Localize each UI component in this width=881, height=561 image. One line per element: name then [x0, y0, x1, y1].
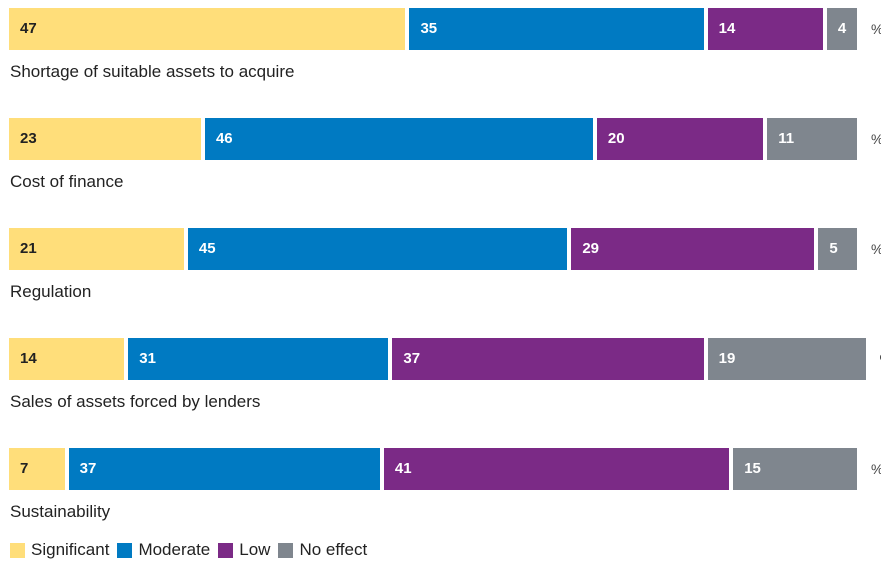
bar-segment-significant: 21	[9, 228, 184, 270]
legend-item-significant: Significant	[10, 540, 109, 560]
data-label: 31	[139, 350, 156, 367]
data-label: 20	[607, 130, 625, 147]
bar-segment-low: 41	[383, 448, 730, 490]
bar-segment-no-effect: 19	[707, 338, 866, 380]
data-label: 4	[837, 20, 847, 37]
data-label: 37	[79, 460, 97, 477]
data-label: 14	[20, 350, 37, 367]
category-label: Shortage of suitable assets to acquire	[10, 62, 295, 81]
bar-segment-low: 14	[707, 8, 823, 50]
chart-legend: Significant Moderate Low No effect	[10, 540, 375, 560]
legend-swatch	[218, 542, 234, 558]
data-label: 14	[718, 20, 736, 37]
data-label: 15	[744, 460, 761, 477]
data-label: 19	[718, 350, 736, 367]
stacked-bar-chart: 47 35 14 4% Shortage of suitable assets to a…	[9, 8, 881, 521]
bar-segment-moderate: 31	[128, 338, 389, 380]
bar-segment-low: 20	[596, 118, 764, 160]
unit-label: %	[871, 448, 881, 490]
legend-swatch	[278, 542, 294, 558]
bar-segment-no-effect: 11	[767, 118, 857, 160]
data-label: 45	[198, 240, 216, 257]
legend-swatch	[117, 542, 133, 558]
data-label: 7	[20, 460, 29, 477]
data-label: 35	[420, 20, 438, 37]
legend-item-low: Low	[218, 540, 270, 560]
bar-segment-low: 29	[571, 228, 815, 270]
data-label: 37	[403, 350, 421, 367]
unit-label: %	[880, 338, 881, 380]
legend-item-no-effect: No effect	[278, 540, 367, 560]
bar-segment-moderate: 45	[187, 228, 568, 270]
data-label: 46	[215, 130, 233, 147]
data-label: 11	[778, 130, 795, 147]
legend-label: Moderate	[138, 540, 211, 559]
data-label: 47	[20, 20, 37, 37]
category-label: Cost of finance	[10, 172, 124, 191]
bar-segment-moderate: 37	[68, 448, 380, 490]
bar-segment-significant: 14	[9, 338, 125, 380]
category-label: Sales of assets forced by lenders	[10, 392, 261, 411]
bar-segment-moderate: 35	[409, 8, 704, 50]
data-label: 23	[20, 130, 37, 147]
data-label: 41	[394, 460, 412, 477]
data-label: 21	[20, 240, 37, 257]
unit-label: %	[871, 8, 881, 50]
legend-label: Significant	[31, 540, 110, 559]
unit-label: %	[871, 228, 881, 270]
data-label: 29	[582, 240, 599, 257]
bar-segment-moderate: 46	[204, 118, 593, 160]
bar-segment-significant: 23	[9, 118, 201, 160]
legend-swatch	[10, 542, 25, 558]
category-label: Regulation	[10, 282, 92, 301]
legend-label: No effect	[299, 540, 368, 559]
category-label: Sustainability	[10, 502, 111, 521]
legend-item-moderate: Moderate	[117, 540, 210, 560]
bar-segment-significant: 47	[9, 8, 406, 50]
bar-segment-no-effect: 4	[826, 8, 857, 50]
bar-segment-significant: 7	[9, 448, 65, 490]
bar-segment-no-effect: 15	[733, 448, 857, 490]
unit-label: %	[871, 118, 881, 160]
bar-segment-low: 37	[392, 338, 704, 380]
data-label: 5	[829, 240, 838, 257]
legend-label: Low	[239, 540, 271, 559]
bar-segment-no-effect: 5	[818, 228, 857, 270]
